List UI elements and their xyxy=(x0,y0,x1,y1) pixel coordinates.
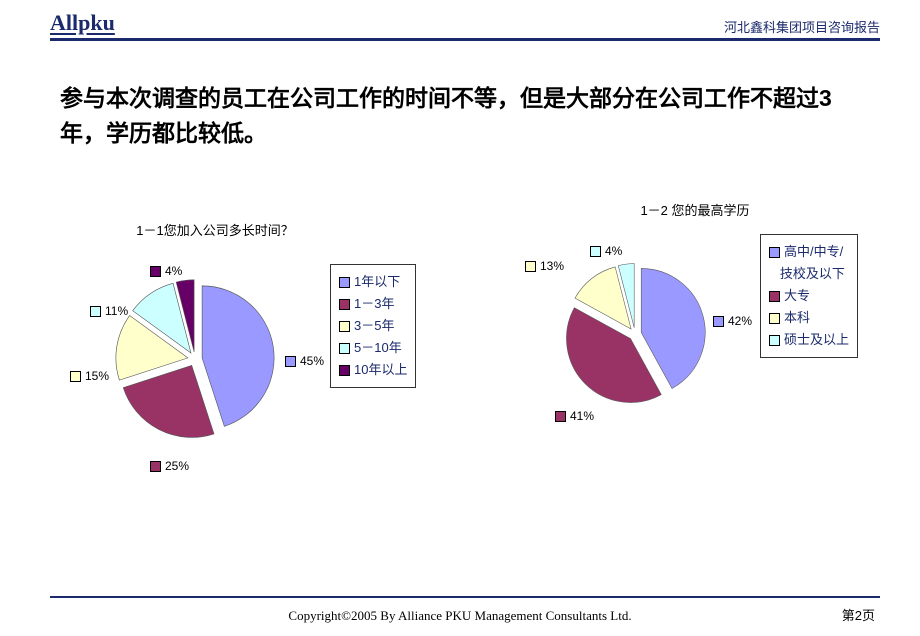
swatch-icon xyxy=(769,291,780,302)
legend-item: 1－3年 xyxy=(339,293,407,315)
legend-label: 高中/中专/ 技校及以下 xyxy=(769,244,845,281)
swatch-icon xyxy=(339,299,350,310)
swatch-icon xyxy=(769,335,780,346)
swatch-icon xyxy=(150,461,161,472)
header: Allpku 河北鑫科集团项目咨询报告 xyxy=(0,0,920,38)
swatch-icon xyxy=(339,343,350,354)
footer-copyright: Copyright©2005 By Alliance PKU Managemen… xyxy=(0,608,920,624)
swatch-icon xyxy=(339,277,350,288)
footer-divider xyxy=(50,596,880,598)
pct-label: 42% xyxy=(713,314,752,328)
charts-area: 1－1您加入公司多长时间？ 45% 25% 15% 11% 4% 1年以下 1－3… xyxy=(0,170,920,500)
page-title: 参与本次调查的员工在公司工作的时间不等，但是大部分在公司工作不超过3年，学历都比… xyxy=(60,81,860,150)
legend-label: 3－5年 xyxy=(354,318,394,333)
report-name: 河北鑫科集团项目咨询报告 xyxy=(724,17,880,36)
swatch-icon xyxy=(70,371,81,382)
swatch-icon xyxy=(150,266,161,277)
logo: Allpku xyxy=(50,10,115,36)
legend-label: 1年以下 xyxy=(354,274,400,289)
legend-label: 硕士及以上 xyxy=(784,332,849,347)
swatch-icon xyxy=(339,321,350,332)
swatch-icon xyxy=(285,356,296,367)
legend-label: 5－10年 xyxy=(354,340,402,355)
swatch-icon xyxy=(555,411,566,422)
pie-svg-tenure xyxy=(105,269,285,449)
chart-education-title: 1－2 您的最高学历 xyxy=(525,200,865,219)
pct-label: 45% xyxy=(285,354,324,368)
pct-label: 4% xyxy=(150,264,182,278)
swatch-icon xyxy=(90,306,101,317)
pie-svg-education xyxy=(555,254,715,414)
swatch-icon xyxy=(713,316,724,327)
chart-education: 1－2 您的最高学历 42% 41% 13% 4% 高中/中专/ 技校及以下大专… xyxy=(485,200,865,500)
page-number: 第2页 xyxy=(842,605,875,624)
legend-item: 本科 xyxy=(769,307,849,329)
swatch-icon xyxy=(339,365,350,376)
legend-item: 1年以下 xyxy=(339,271,407,293)
legend-item: 3－5年 xyxy=(339,315,407,337)
legend-item: 高中/中专/ 技校及以下 xyxy=(769,241,849,285)
legend-label: 1－3年 xyxy=(354,296,394,311)
legend-item: 10年以上 xyxy=(339,359,407,381)
legend-label: 本科 xyxy=(784,310,810,325)
header-divider xyxy=(50,38,880,41)
legend-label: 大专 xyxy=(784,288,810,303)
chart-tenure-title: 1－1您加入公司多长时间？ xyxy=(0,220,435,239)
pct-label: 11% xyxy=(90,304,128,318)
pct-label: 41% xyxy=(555,409,594,423)
legend-item: 大专 xyxy=(769,285,849,307)
swatch-icon xyxy=(769,247,780,258)
pct-label: 25% xyxy=(150,459,189,473)
chart-tenure: 1－1您加入公司多长时间？ 45% 25% 15% 11% 4% 1年以下1－3… xyxy=(55,200,435,500)
legend-education: 高中/中专/ 技校及以下大专本科硕士及以上 xyxy=(760,234,858,358)
chart-education-pie: 42% 41% 13% 4% 高中/中专/ 技校及以下大专本科硕士及以上 xyxy=(485,229,865,459)
pct-label: 15% xyxy=(70,369,109,383)
swatch-icon xyxy=(590,246,601,257)
pct-label: 13% xyxy=(525,259,564,273)
legend-item: 5－10年 xyxy=(339,337,407,359)
swatch-icon xyxy=(769,313,780,324)
legend-label: 10年以上 xyxy=(354,362,407,377)
pct-label: 4% xyxy=(590,244,622,258)
legend-item: 硕士及以上 xyxy=(769,329,849,351)
chart-tenure-pie: 45% 25% 15% 11% 4% 1年以下 1－3年 3－5年 5－10年 10年以… xyxy=(55,249,435,479)
legend-tenure: 1年以下 1－3年 3－5年 5－10年 10年以上 xyxy=(330,264,416,388)
swatch-icon xyxy=(525,261,536,272)
